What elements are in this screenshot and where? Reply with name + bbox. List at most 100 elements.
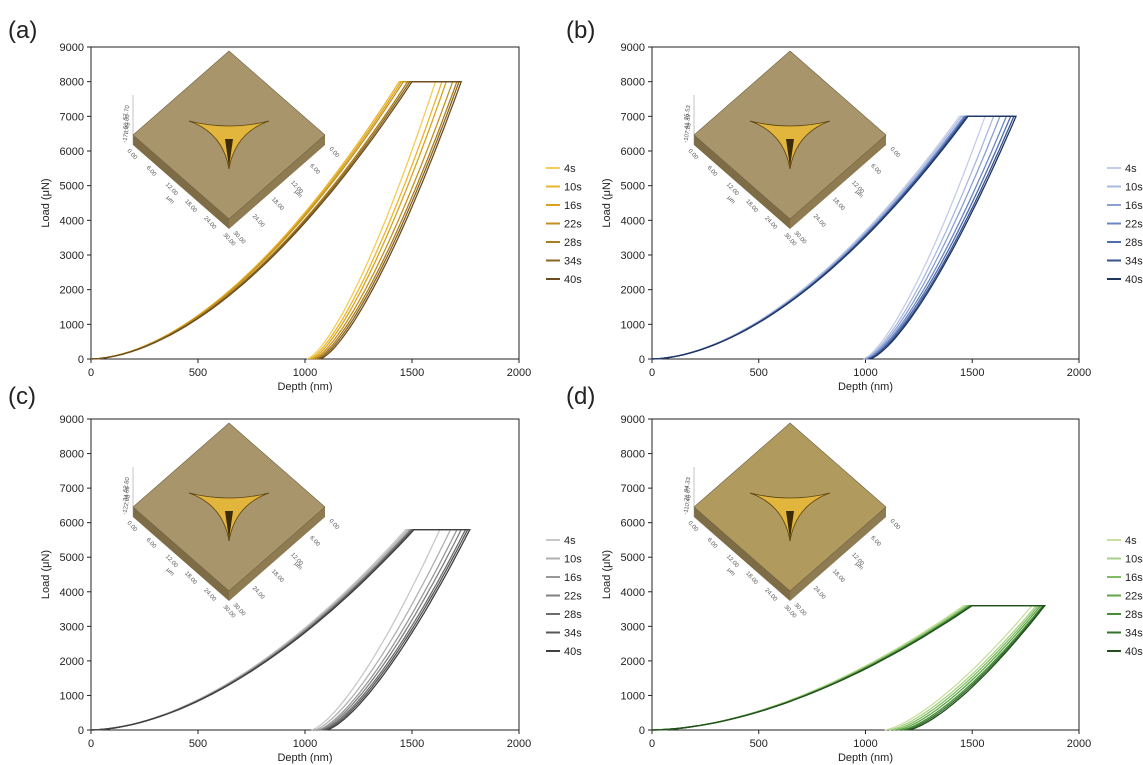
x-tick-label: 1500: [960, 738, 984, 750]
legend-label: 40s: [564, 646, 582, 658]
inset-y-label: 24.00: [251, 586, 266, 602]
inset-x-label: 18.00: [744, 199, 759, 215]
panel-label: (a): [8, 17, 37, 44]
y-tick-label: 6000: [621, 518, 645, 530]
inset-unit-label: μm: [726, 567, 736, 577]
series-line: [90, 81, 463, 360]
inset-y-label: 0.00: [328, 518, 341, 531]
inset-z-label: -34.66: [123, 485, 132, 503]
series-line: [651, 604, 1034, 731]
y-tick-label: 4000: [60, 215, 84, 227]
legend-label: 10s: [564, 182, 582, 194]
y-tick-label: 2000: [60, 656, 84, 668]
y-tick-label: 3000: [60, 250, 84, 262]
plot-frame: [651, 46, 1080, 360]
x-tick-label: 500: [750, 367, 768, 379]
x-tick-label: 1500: [960, 367, 984, 379]
indent-shadow: [786, 511, 794, 539]
inset-z-label: 57.70: [123, 104, 132, 120]
legend-label: 10s: [564, 554, 582, 566]
legend-label: 10s: [1125, 554, 1143, 566]
x-axis-title: Depth (nm): [838, 752, 893, 764]
y-tick-label: 0: [78, 354, 84, 366]
indent-shadow: [786, 139, 794, 167]
inset-unit-label: μm: [293, 189, 303, 199]
inset-x-label: 18.00: [183, 199, 198, 215]
indent-shadow: [225, 139, 233, 167]
x-tick-label: 1500: [400, 738, 424, 750]
afm-surface-side: [229, 135, 325, 229]
x-tick-label: 2000: [1067, 738, 1091, 750]
series-line: [651, 115, 1017, 360]
inset-x-label: 12.00: [164, 182, 179, 198]
legend-label: 40s: [1125, 646, 1143, 658]
y-tick-label: 1000: [621, 319, 645, 331]
x-tick-label: 500: [750, 738, 768, 750]
y-tick-label: 4000: [621, 587, 645, 599]
inset-x-label: 24.00: [763, 216, 778, 232]
inset-y-label: 0.00: [889, 518, 902, 531]
y-tick-label: 8000: [621, 77, 645, 89]
panel-label: (b): [566, 17, 595, 44]
x-axis-title: Depth (nm): [277, 752, 332, 764]
legend-label: 28s: [1125, 609, 1143, 621]
y-tick-label: 6000: [60, 518, 84, 530]
indent-shadow: [225, 511, 233, 539]
series-10s: [651, 604, 1038, 731]
y-tick-label: 7000: [621, 111, 645, 123]
legend-label: 34s: [564, 628, 582, 640]
inset-z-label: 94.33: [684, 476, 693, 492]
inset-x-label: 24.00: [202, 588, 217, 604]
inset-y-label: 0.00: [889, 146, 902, 159]
inset-z-label: -41.39: [684, 113, 693, 131]
y-tick-label: 3000: [60, 621, 84, 633]
y-tick-label: 5000: [621, 181, 645, 193]
inset-x-label: 24.00: [763, 588, 778, 604]
y-axis-title: Load (μN): [601, 550, 613, 599]
y-tick-label: 6000: [621, 146, 645, 158]
y-tick-label: 8000: [60, 77, 84, 89]
legend-label: 40s: [1125, 274, 1143, 286]
y-tick-label: 5000: [60, 552, 84, 564]
inset-z-label: 25.53: [684, 104, 693, 120]
y-tick-label: 0: [639, 354, 645, 366]
afm-surface-side: [790, 507, 886, 601]
chart-panel-a: (a)0100020003000400050006000700080009000…: [8, 17, 582, 393]
legend-label: 16s: [1125, 200, 1143, 212]
y-tick-label: 9000: [621, 42, 645, 54]
inset-y-label: 18.00: [270, 569, 285, 585]
series-line: [90, 528, 469, 731]
inset-y-label: 6.00: [308, 163, 321, 176]
x-tick-label: 1000: [853, 367, 877, 379]
y-tick-label: 7000: [60, 111, 84, 123]
x-tick-label: 1000: [853, 738, 877, 750]
y-axis-title: Load (μN): [40, 178, 52, 227]
chart-panel-d: (d)0100020003000400050006000700080009000…: [566, 383, 1143, 764]
inset-x-label: 12.00: [725, 182, 740, 198]
y-tick-label: 5000: [621, 552, 645, 564]
panel-label: (d): [566, 383, 595, 410]
x-tick-label: 0: [88, 738, 94, 750]
legend-label: 40s: [564, 274, 582, 286]
plot-frame: [90, 418, 520, 731]
y-tick-label: 2000: [621, 656, 645, 668]
legend-label: 4s: [1125, 535, 1137, 547]
legend-label: 16s: [564, 572, 582, 584]
x-axis-title: Depth (nm): [838, 381, 893, 393]
series-40s: [90, 528, 471, 731]
series-40s: [90, 81, 463, 360]
inset-unit-label: μm: [165, 567, 175, 577]
inset-unit-label: μm: [726, 195, 736, 205]
inset-x-label: 6.00: [145, 537, 158, 550]
inset-y-label: 24.00: [812, 214, 827, 230]
inset-x-label: 18.00: [744, 571, 759, 587]
legend-label: 28s: [564, 237, 582, 249]
y-tick-label: 2000: [60, 285, 84, 297]
y-tick-label: 7000: [60, 483, 84, 495]
series-16s: [651, 604, 1040, 731]
y-tick-label: 8000: [60, 449, 84, 461]
y-tick-label: 9000: [60, 42, 84, 54]
inset-x-label: 0.00: [687, 520, 700, 533]
x-tick-label: 0: [649, 738, 655, 750]
y-axis-title: Load (μN): [40, 550, 52, 599]
